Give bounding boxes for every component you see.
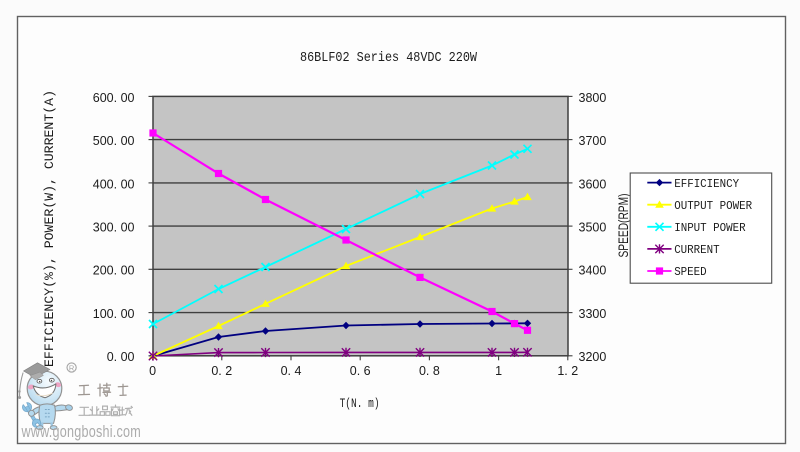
- svg-text:R: R: [69, 364, 75, 373]
- svg-text:3800: 3800: [579, 91, 607, 105]
- svg-text:3700: 3700: [579, 134, 607, 148]
- svg-text:200. 00: 200. 00: [93, 264, 135, 278]
- svg-text:1. 2: 1. 2: [557, 364, 578, 378]
- svg-text:100. 00: 100. 00: [93, 307, 135, 321]
- svg-text:EFFICIENCY(%), POWER(W), CURRE: EFFICIENCY(%), POWER(W), CURRENT(A): [42, 90, 57, 367]
- svg-text:SPEED: SPEED: [674, 265, 707, 279]
- svg-text:300. 00: 300. 00: [93, 221, 135, 235]
- svg-text:0: 0: [149, 364, 156, 378]
- svg-text:86BLF02 Series 48VDC 220W: 86BLF02 Series 48VDC 220W: [300, 50, 477, 66]
- svg-text:T(N. m): T(N. m): [340, 397, 380, 411]
- svg-text:3400: 3400: [579, 264, 607, 278]
- svg-text:3200: 3200: [579, 350, 607, 364]
- svg-text:INPUT POWER: INPUT POWER: [674, 221, 746, 235]
- svg-text:600. 00: 600. 00: [93, 91, 135, 105]
- svg-text:0. 00: 0. 00: [107, 350, 135, 364]
- svg-text:3600: 3600: [579, 177, 607, 191]
- svg-text:0. 8: 0. 8: [419, 364, 440, 378]
- svg-text:0. 2: 0. 2: [211, 364, 232, 378]
- svg-text:400. 00: 400. 00: [93, 177, 135, 191]
- svg-text:EFFICIENCY: EFFICIENCY: [674, 177, 739, 191]
- svg-text:0. 6: 0. 6: [350, 364, 371, 378]
- svg-text:www.gongboshi.com: www.gongboshi.com: [21, 423, 141, 441]
- svg-text:3300: 3300: [579, 307, 607, 321]
- svg-text:OUTPUT POWER: OUTPUT POWER: [674, 199, 752, 213]
- svg-text:500. 00: 500. 00: [93, 134, 135, 148]
- svg-text:3500: 3500: [579, 221, 607, 235]
- svg-text:0. 4: 0. 4: [281, 364, 302, 378]
- svg-text:CURRENT: CURRENT: [674, 243, 720, 257]
- svg-text:SPEED(RPM): SPEED(RPM): [616, 194, 631, 258]
- svg-text:1: 1: [495, 364, 502, 378]
